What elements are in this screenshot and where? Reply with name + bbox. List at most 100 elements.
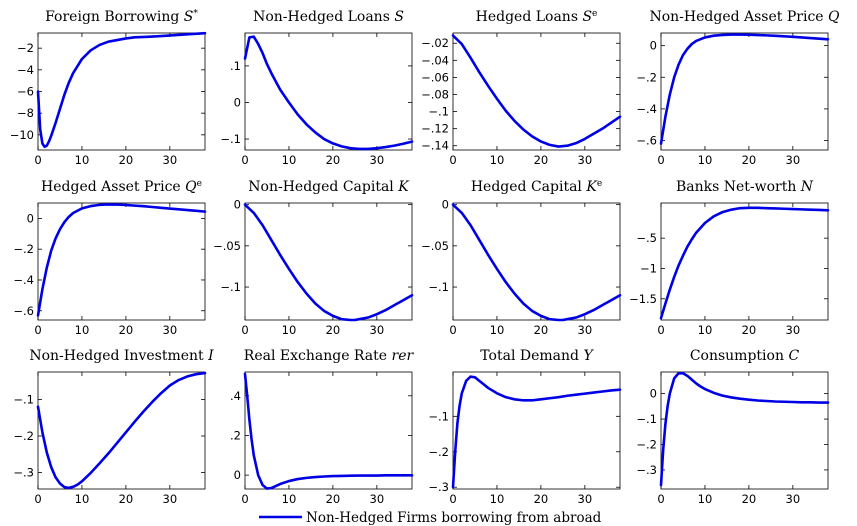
x-tick-label: 30 (370, 153, 385, 167)
x-tick-label: 0 (657, 153, 664, 167)
x-tick-label: 10 (282, 153, 297, 167)
x-tick-label: 20 (742, 153, 757, 167)
panel-frame (660, 371, 829, 490)
panel-frame (37, 32, 206, 151)
x-tick-label: 10 (75, 323, 90, 337)
series-line (659, 371, 830, 487)
y-tick-label: −.06 (421, 70, 449, 84)
panel-title: Hedged Asset Price Qe (41, 179, 202, 195)
panel-title-superscript: e (197, 179, 202, 189)
y-tick-label: −.6 (636, 134, 657, 148)
x-tick-label: 0 (241, 323, 248, 337)
panel-frame (660, 202, 829, 321)
y-tick-label: −.02 (421, 36, 449, 50)
panel-title-text: Hedged Capital (471, 179, 587, 195)
x-tick-label: 30 (370, 492, 385, 506)
panel-title-text: Non-Hedged Loans (253, 9, 394, 25)
y-tick-label: −.2 (428, 445, 449, 459)
y-tick-label: −10 (10, 128, 34, 142)
x-tick-label: 0 (241, 153, 248, 167)
panel-title-text: Hedged Loans (476, 9, 583, 25)
x-tick-label: 20 (119, 492, 134, 506)
y-tick-label: −.2 (636, 70, 657, 84)
x-tick-label: 20 (742, 492, 757, 506)
y-tick-label: −.3 (428, 480, 449, 494)
panel-title-symbol: S (582, 9, 592, 25)
y-tick-label: −8 (17, 106, 34, 120)
x-tick-label: 10 (75, 153, 90, 167)
panel-title: Banks Net-worth N (676, 179, 814, 195)
series-line (36, 31, 207, 149)
x-tick-label: 30 (786, 153, 801, 167)
y-tick-label: .2 (230, 428, 241, 442)
x-tick-label: 30 (370, 323, 385, 337)
series-line (659, 206, 830, 320)
panel-title: Non-Hedged Loans S (253, 9, 404, 25)
y-tick-label: 0 (442, 198, 449, 212)
x-tick-label: 10 (490, 492, 505, 506)
x-tick-label: 10 (75, 492, 90, 506)
x-tick-label: 20 (326, 153, 341, 167)
panel-frame (244, 202, 413, 321)
panel-frame (37, 202, 206, 321)
x-tick-label: 20 (326, 492, 341, 506)
x-tick-label: 30 (786, 492, 801, 506)
series-line (451, 203, 622, 322)
y-tick-label: −.08 (421, 87, 449, 101)
y-tick-label: −.05 (421, 239, 449, 253)
panel-7: Hedged Capital Ke 0 10 20 30 0 −.05 −.1 (421, 179, 622, 337)
panel-title-text: Non-Hedged Asset Price (649, 9, 828, 25)
panel-title-text: Total Demand (480, 348, 583, 364)
legend-label: Non-Hedged Firms borrowing from abroad (306, 510, 602, 526)
panel-title-text: Hedged Asset Price (41, 179, 185, 195)
x-tick-label: 0 (449, 153, 456, 167)
panel-1: Foreign Borrowing S* 0 10 20 30 −2 −4 −6 −8 −10 (10, 9, 207, 167)
panel-title-superscript: e (597, 179, 602, 189)
panel-title-symbol: I (207, 348, 214, 364)
y-tick-label: 0 (27, 211, 34, 225)
panel-title-text: Real Exchange Rate (244, 348, 392, 364)
panel-title-symbol: Y (583, 348, 594, 364)
x-tick-label: 30 (786, 323, 801, 337)
y-tick-label: −1.5 (629, 292, 657, 306)
y-tick-label: −.1 (220, 280, 241, 294)
panel-title: Hedged Capital Ke (471, 179, 602, 195)
y-tick-label: −2 (17, 41, 34, 55)
panel-frame (452, 32, 621, 151)
y-tick-label: −.3 (636, 463, 657, 477)
panel-title-symbol: K (397, 179, 410, 195)
panel-title: Real Exchange Rate rer (244, 348, 415, 364)
x-tick-label: 20 (534, 492, 549, 506)
panel-title-text: Non-Hedged Capital (248, 179, 398, 195)
x-tick-label: 30 (578, 492, 593, 506)
panel-title: Hedged Loans Se (476, 9, 598, 25)
y-tick-label: −.1 (220, 132, 241, 146)
series-line (243, 203, 414, 322)
x-tick-label: 20 (119, 153, 134, 167)
x-tick-label: 10 (490, 153, 505, 167)
panel-2: Non-Hedged Loans S0 10 20 30.10−.1 (220, 9, 414, 167)
series-line (243, 372, 414, 490)
x-tick-label: 0 (34, 492, 41, 506)
x-tick-label: 0 (34, 323, 41, 337)
y-tick-label: .4 (230, 389, 241, 403)
panel-4: Non-Hedged Asset Price Q 0 10 20 30 0 −.2 −.4 −.… (636, 9, 840, 167)
x-tick-label: 30 (163, 492, 178, 506)
x-tick-label: 0 (657, 492, 664, 506)
panel-title-symbol: S (184, 9, 194, 25)
y-tick-label: 0 (234, 468, 241, 482)
x-tick-label: 0 (449, 492, 456, 506)
y-tick-label: −4 (17, 63, 34, 77)
panel-title: Consumption C (690, 348, 800, 364)
y-tick-label: −.4 (13, 273, 34, 287)
series-line (243, 35, 414, 151)
panel-frame (660, 32, 829, 151)
panel-title-symbol: Q (185, 179, 197, 195)
y-tick-label: 0 (650, 39, 657, 53)
y-tick-label: −.1 (13, 392, 34, 406)
y-tick-label: −.2 (636, 437, 657, 451)
panel-title: Non-Hedged Investment I (29, 348, 214, 364)
x-tick-label: 30 (578, 153, 593, 167)
y-tick-label: −.6 (13, 304, 34, 318)
